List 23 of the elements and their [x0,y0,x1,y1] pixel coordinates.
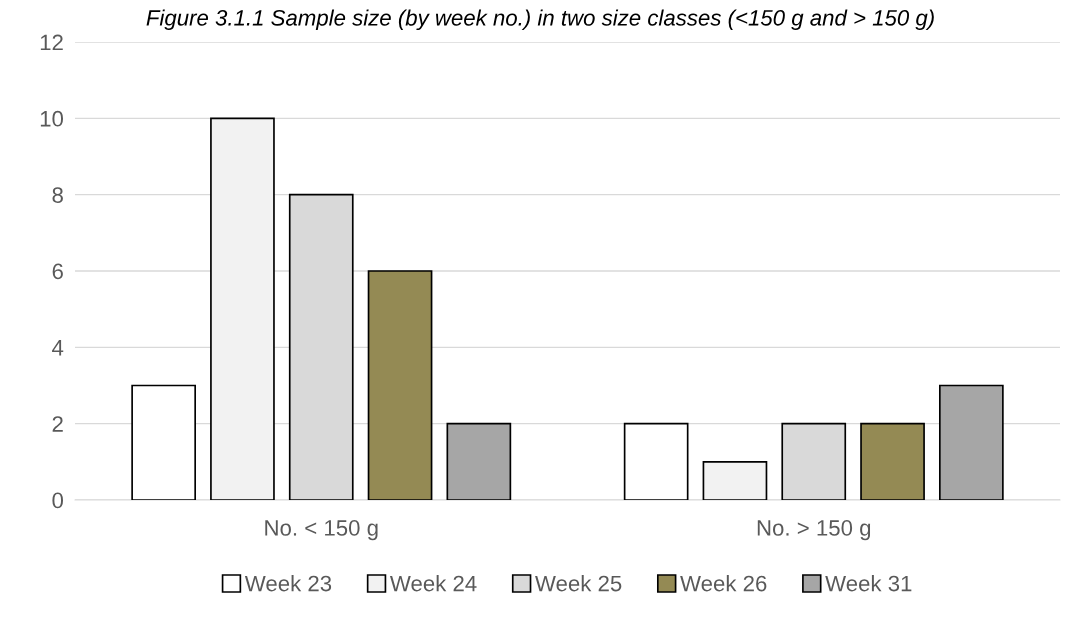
y-tick-label: 2 [52,416,63,432]
y-tick-label: 10 [40,110,64,127]
legend-label: Week 23 [244,575,332,592]
x-tick-label: No. < 150 g [265,520,378,541]
legend-label: Week 31 [825,575,912,592]
legend-label: Week 26 [680,575,767,592]
bar [702,460,768,500]
y-tick-label: 0 [52,492,64,509]
bar [210,117,275,500]
y-tick-label: 6 [52,263,63,280]
y-tick-label: 8 [52,187,63,203]
bar [131,384,197,500]
bar [938,384,1004,500]
x-tick-label: No. > 150 g [757,520,871,541]
bar [623,422,689,500]
bar [446,422,512,500]
y-tick-label: 12 [40,34,63,51]
legend-label: Week 24 [389,575,477,592]
bar [860,422,925,500]
chart-title: Figure 3.1.1 Sample size (by week no.) in two size classes (<150 g and > 150 g) [146,9,934,31]
legend-label: Week 25 [535,575,622,592]
y-tick-label: 4 [52,340,64,356]
bar [367,270,433,500]
